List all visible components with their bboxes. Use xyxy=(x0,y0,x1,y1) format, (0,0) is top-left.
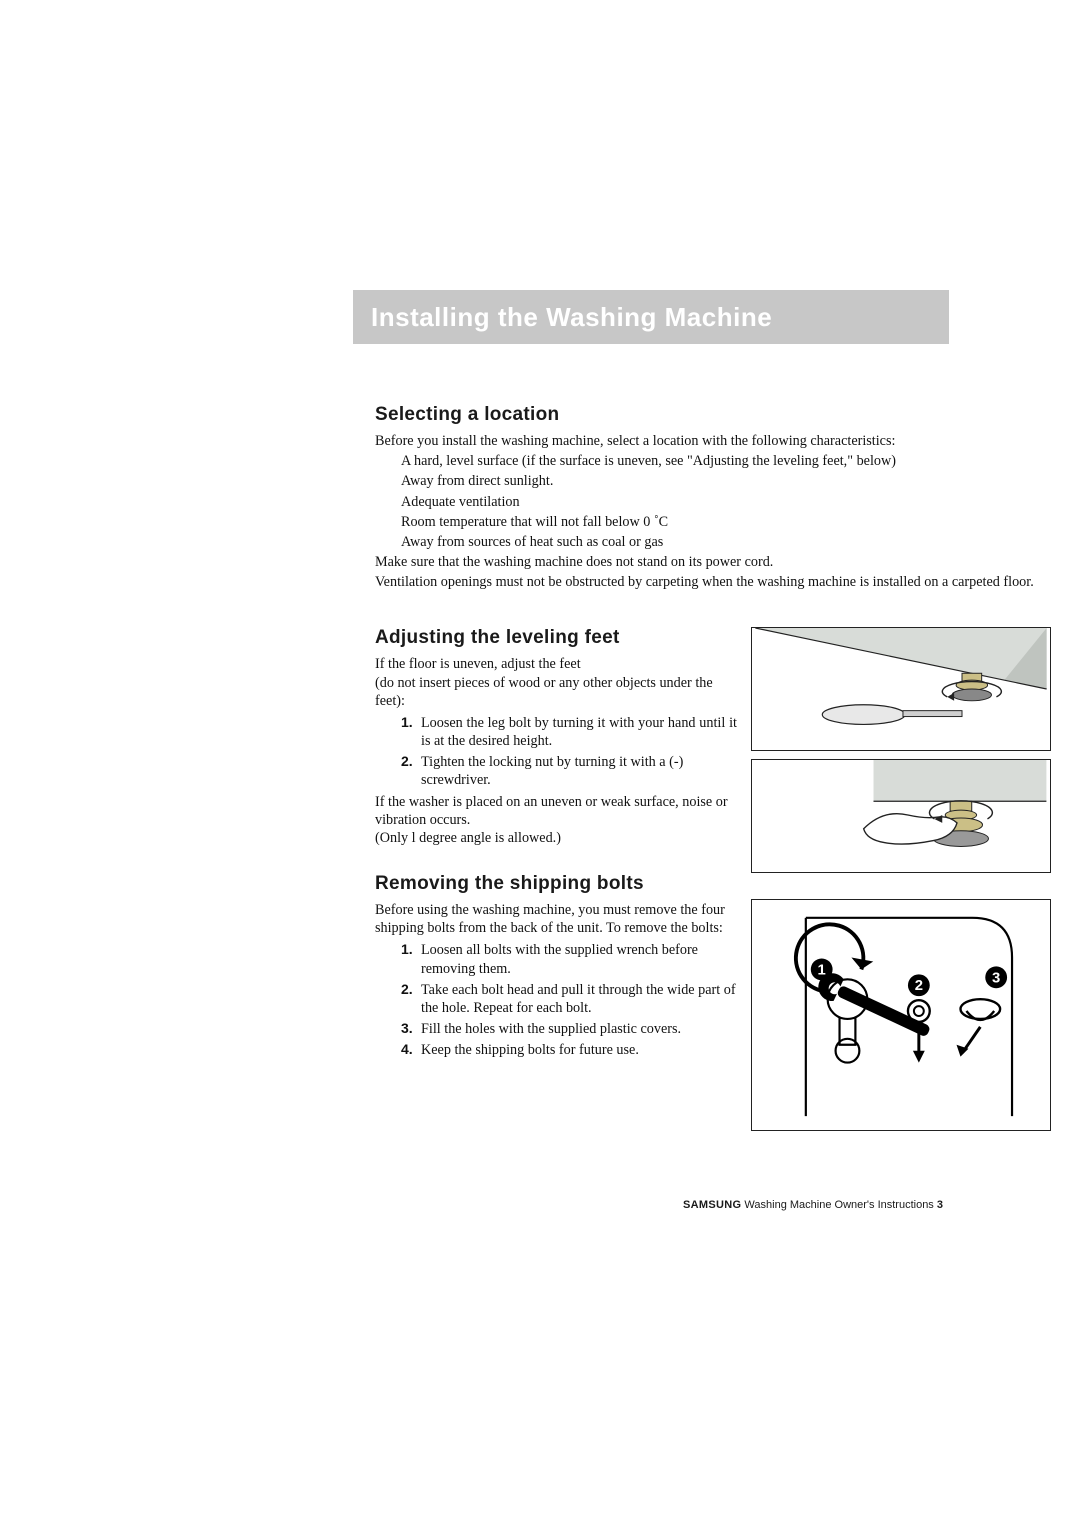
location-bullet-1: A hard, level surface (if the surface is… xyxy=(401,452,1051,470)
location-note-1: Make sure that the washing machine does … xyxy=(375,553,1051,571)
leveling-step-2: 2.Tighten the locking nut by turning it … xyxy=(401,753,737,789)
leveling-bottom-svg xyxy=(752,760,1050,872)
location-body: Before you install the washing machine, … xyxy=(375,432,1051,591)
shipping-intro: Before using the washing machine, you mu… xyxy=(375,901,737,937)
location-intro: Before you install the washing machine, … xyxy=(375,432,1051,450)
location-bullet-3: Adequate ventilation xyxy=(401,493,1051,511)
shipping-step-3: 3.Fill the holes with the supplied plast… xyxy=(401,1020,737,1038)
location-note-2: Ventilation openings must not be obstruc… xyxy=(375,573,1051,591)
leveling-postnote-1: If the washer is placed on an uneven or … xyxy=(375,793,737,829)
page: Installing the Washing Machine Selecting… xyxy=(127,97,953,1237)
location-bullet-2: Away from direct sunlight. xyxy=(401,472,1051,490)
page-footer: SAMSUNG Washing Machine Owner's Instruct… xyxy=(127,1199,943,1211)
shipping-bolts-svg: 1 2 3 xyxy=(752,900,1050,1130)
figure-leveling-bottom xyxy=(751,759,1051,873)
footer-text: Washing Machine Owner's Instructions xyxy=(741,1199,937,1211)
callout-2: 2 xyxy=(915,979,923,995)
footer-brand: SAMSUNG xyxy=(683,1199,741,1211)
figure-shipping-bolts: 1 2 3 xyxy=(751,899,1051,1131)
shipping-step-4: 4.Keep the shipping bolts for future use… xyxy=(401,1041,737,1059)
leveling-body: If the floor is uneven, adjust the feet … xyxy=(375,655,737,847)
leveling-top-svg xyxy=(752,628,1050,750)
callout-3: 3 xyxy=(992,971,1000,987)
leveling-postnote-2: (Only l degree angle is allowed.) xyxy=(375,829,737,847)
shipping-body: Before using the washing machine, you mu… xyxy=(375,901,737,1059)
title-banner: Installing the Washing Machine xyxy=(353,290,949,344)
location-bullet-5: Away from sources of heat such as coal o… xyxy=(401,533,1051,551)
heading-shipping: Removing the shipping bolts xyxy=(375,873,737,895)
heading-leveling: Adjusting the leveling feet xyxy=(375,627,737,649)
content-area: Selecting a location Before you install … xyxy=(375,404,1051,1139)
location-bullet-4: Room temperature that will not fall belo… xyxy=(401,513,1051,531)
leveling-intro-1: If the floor is uneven, adjust the feet xyxy=(375,655,737,673)
leveling-intro-2: (do not insert pieces of wood or any oth… xyxy=(375,674,737,710)
heading-location: Selecting a location xyxy=(375,404,1051,426)
leveling-row: Adjusting the leveling feet If the floor… xyxy=(375,627,1051,1139)
leveling-step-1: 1.Loosen the leg bolt by turning it with… xyxy=(401,714,737,750)
footer-page-number: 3 xyxy=(937,1199,943,1211)
callout-1: 1 xyxy=(818,963,826,979)
figure-leveling-top xyxy=(751,627,1051,751)
shipping-step-2: 2.Take each bolt head and pull it throug… xyxy=(401,981,737,1017)
shipping-step-1: 1.Loosen all bolts with the supplied wre… xyxy=(401,941,737,977)
page-title: Installing the Washing Machine xyxy=(371,302,772,333)
